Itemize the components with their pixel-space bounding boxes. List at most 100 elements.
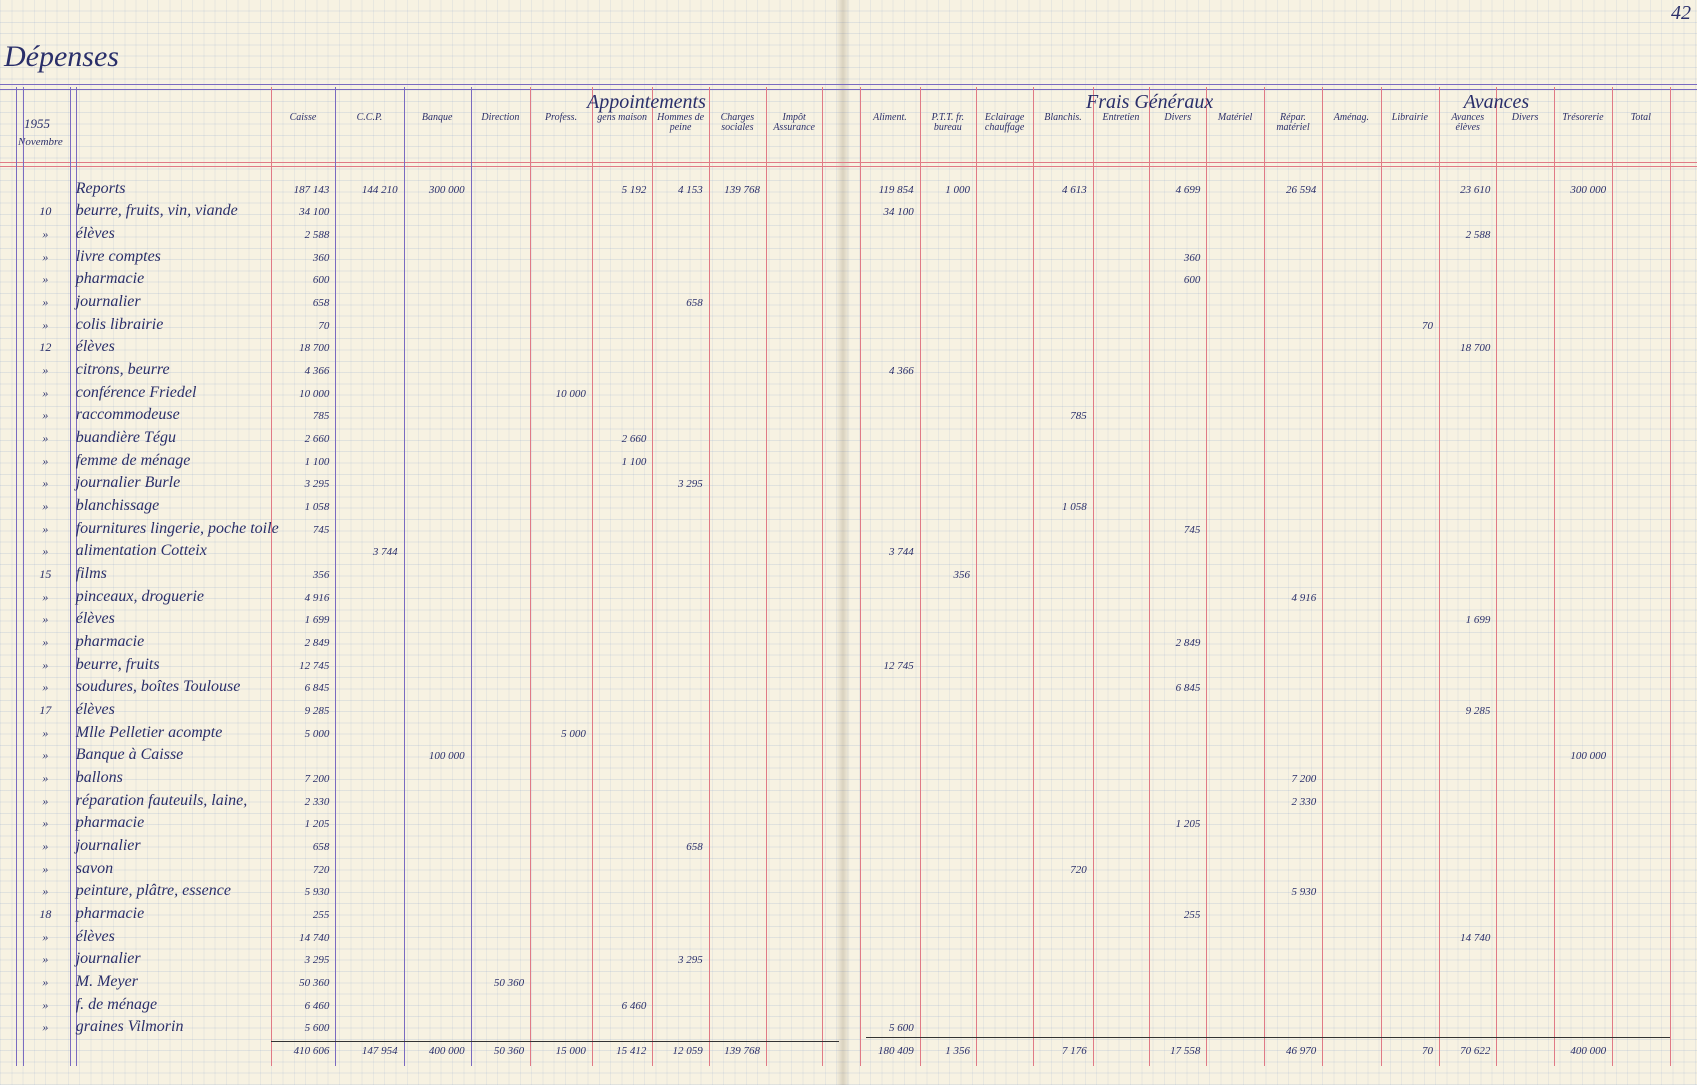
column-line	[1206, 86, 1208, 1066]
amount: 720	[312, 863, 330, 876]
column-header: Eclairage chauffage	[984, 111, 1025, 133]
row-day: »	[42, 362, 49, 377]
amount: 18 700	[299, 342, 330, 355]
total-amount: 70	[1422, 1045, 1434, 1058]
amount: 14 740	[1460, 931, 1491, 944]
row-day: »	[42, 952, 49, 967]
total-amount: 46 970	[1285, 1045, 1317, 1058]
amount: 4 916	[304, 591, 330, 604]
column-line	[335, 86, 337, 1066]
row-label: élèves	[75, 927, 115, 945]
amount: 5 600	[888, 1022, 914, 1035]
margin-line	[75, 86, 77, 1066]
row-label: Mlle Pelletier acompte	[75, 723, 223, 741]
row-label: élèves	[75, 338, 115, 356]
amount: 50 360	[299, 976, 330, 989]
amount: 14 740	[299, 931, 330, 944]
column-line	[1553, 86, 1555, 1066]
group-header: Avances	[1463, 90, 1530, 113]
amount: 1 205	[1175, 818, 1201, 831]
row-label: peinture, plâtre, essence	[75, 882, 231, 900]
column-line	[1669, 86, 1671, 1066]
row-label: élèves	[75, 700, 115, 718]
column-header: P.T.T. fr. bureau	[931, 111, 965, 133]
row-label: fournitures lingerie, poche toile	[75, 519, 279, 537]
amount: 5 192	[621, 183, 647, 196]
total-amount: 50 360	[493, 1045, 525, 1058]
total-line	[270, 1040, 839, 1042]
amount: 1 205	[304, 818, 330, 831]
amount: 3 744	[372, 546, 398, 559]
amount: 600	[1183, 274, 1201, 287]
amount: 2 849	[1175, 636, 1201, 649]
row-day: »	[42, 612, 49, 627]
amount: 3 295	[677, 954, 703, 967]
row-day: »	[42, 544, 49, 559]
amount: 720	[1070, 863, 1087, 876]
column-header: Banque	[421, 111, 453, 123]
amount: 2 660	[304, 432, 330, 445]
amount: 34 100	[883, 206, 914, 219]
amount: 745	[1183, 523, 1201, 536]
row-day: »	[42, 226, 49, 241]
amount: 785	[312, 410, 330, 423]
amount: 2 588	[304, 228, 330, 241]
margin-line	[22, 86, 24, 1066]
row-day: »	[42, 453, 49, 468]
row-day: »	[42, 793, 49, 808]
row-day: »	[42, 1020, 49, 1035]
total-amount: 15 412	[616, 1045, 647, 1058]
amount: 12 745	[299, 659, 330, 672]
title: Dépenses	[4, 40, 119, 73]
row-day: »	[42, 430, 49, 445]
amount: 300 000	[1570, 183, 1607, 196]
amount: 3 295	[304, 954, 330, 967]
row-label: colis librairie	[75, 315, 164, 333]
amount: 2 849	[304, 636, 330, 649]
amount: 1 100	[304, 455, 330, 468]
amount: 2 660	[621, 432, 647, 445]
total-amount: 17 558	[1170, 1045, 1201, 1058]
amount: 3 295	[677, 478, 703, 491]
amount: 745	[312, 523, 330, 536]
column-header: Impôt Assurance	[773, 111, 815, 133]
column-header: Blanchis.	[1044, 111, 1082, 123]
column-line	[1496, 86, 1498, 1066]
row-label: citrons, beurre	[75, 360, 170, 378]
column-line	[403, 86, 405, 1066]
column-line	[530, 86, 532, 1066]
column-header: Avances élèves	[1451, 111, 1485, 133]
amount: 3 744	[888, 546, 914, 559]
page-fold	[836, 0, 850, 1085]
column-line	[270, 86, 272, 1066]
column-header: Entretien	[1102, 111, 1140, 123]
row-day: 15	[39, 566, 52, 581]
column-header: Aliment.	[873, 111, 907, 123]
column-line	[1380, 86, 1382, 1066]
amount: 50 360	[493, 976, 525, 989]
row-day: »	[42, 521, 49, 536]
amount: 1 058	[304, 500, 330, 513]
total-amount: 147 954	[361, 1045, 398, 1058]
margin-line	[16, 86, 18, 1066]
group-header: Appointements	[587, 90, 706, 113]
amount: 658	[312, 840, 330, 853]
amount: 1 699	[1465, 614, 1491, 627]
row-day: »	[42, 408, 49, 423]
total-amount: 139 768	[724, 1045, 761, 1058]
amount: 70	[1422, 319, 1434, 332]
page-number: 42	[1671, 2, 1691, 24]
row-label: raccommodeuse	[75, 406, 180, 424]
row-label: élèves	[75, 224, 115, 242]
row-label: blanchissage	[75, 496, 160, 514]
amount: 3 295	[304, 478, 330, 491]
total-amount: 1 356	[945, 1045, 970, 1058]
row-label: réparation fauteuils, laine,	[75, 791, 248, 809]
column-header: Profess.	[544, 111, 578, 123]
column-line	[470, 86, 472, 1066]
column-header: Divers	[1164, 111, 1192, 123]
row-day: »	[42, 634, 49, 649]
amount: 785	[1070, 410, 1087, 423]
amount: 1 058	[1062, 500, 1087, 513]
row-label: pharmacie	[75, 632, 145, 650]
